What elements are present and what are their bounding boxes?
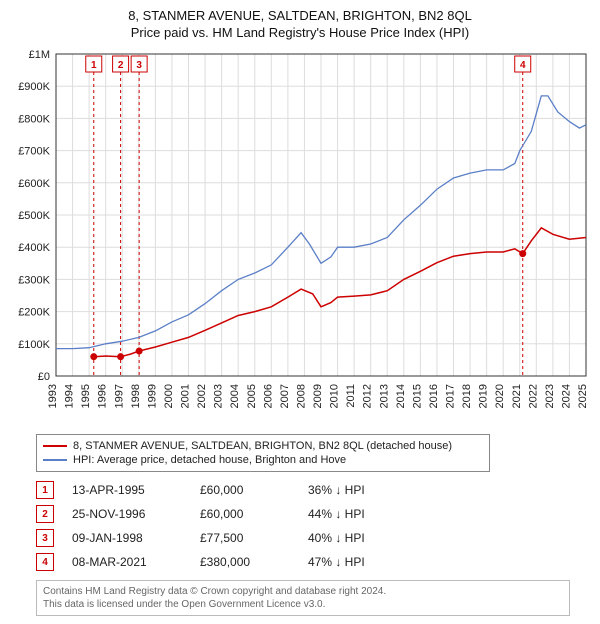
- svg-text:1996: 1996: [97, 384, 109, 408]
- svg-text:2019: 2019: [478, 384, 490, 408]
- events-table: 1 13-APR-1995 £60,000 36% ↓ HPI 2 25-NOV-1996…: [36, 478, 592, 574]
- svg-text:2000: 2000: [163, 384, 175, 408]
- svg-text:4: 4: [520, 60, 526, 71]
- svg-text:1995: 1995: [80, 384, 92, 408]
- event-row: 1 13-APR-1995 £60,000 36% ↓ HPI: [36, 478, 592, 502]
- svg-text:2008: 2008: [295, 384, 307, 408]
- svg-text:2004: 2004: [229, 384, 241, 408]
- event-price: £60,000: [200, 483, 290, 497]
- svg-text:2025: 2025: [577, 384, 589, 408]
- attribution: Contains HM Land Registry data © Crown c…: [36, 580, 570, 616]
- event-badge: 2: [36, 505, 54, 523]
- event-date: 08-MAR-2021: [72, 555, 182, 569]
- svg-text:2003: 2003: [213, 384, 225, 408]
- svg-text:1994: 1994: [64, 384, 76, 408]
- svg-text:2018: 2018: [461, 384, 473, 408]
- svg-text:2014: 2014: [395, 384, 407, 408]
- svg-text:2001: 2001: [180, 384, 192, 408]
- event-date: 25-NOV-1996: [72, 507, 182, 521]
- event-badge: 1: [36, 481, 54, 499]
- attribution-line: Contains HM Land Registry data © Crown c…: [43, 585, 563, 598]
- legend-swatch: [43, 459, 67, 461]
- svg-text:1999: 1999: [146, 384, 158, 408]
- legend-item: 8, STANMER AVENUE, SALTDEAN, BRIGHTON, B…: [43, 439, 483, 453]
- svg-text:2012: 2012: [362, 384, 374, 408]
- svg-text:2006: 2006: [262, 384, 274, 408]
- svg-text:£400K: £400K: [18, 242, 50, 254]
- event-badge: 3: [36, 529, 54, 547]
- event-pct: 44% ↓ HPI: [308, 507, 408, 521]
- svg-text:1998: 1998: [130, 384, 142, 408]
- svg-text:£1M: £1M: [29, 49, 50, 61]
- svg-text:£200K: £200K: [18, 307, 50, 319]
- svg-text:3: 3: [136, 60, 142, 71]
- event-pct: 47% ↓ HPI: [308, 555, 408, 569]
- legend-label: 8, STANMER AVENUE, SALTDEAN, BRIGHTON, B…: [73, 440, 452, 452]
- event-row: 3 09-JAN-1998 £77,500 40% ↓ HPI: [36, 526, 592, 550]
- svg-text:1993: 1993: [47, 384, 59, 408]
- event-price: £77,500: [200, 531, 290, 545]
- event-date: 13-APR-1995: [72, 483, 182, 497]
- svg-text:2021: 2021: [511, 384, 523, 408]
- svg-text:2023: 2023: [544, 384, 556, 408]
- svg-text:2: 2: [118, 60, 124, 71]
- svg-text:2016: 2016: [428, 384, 440, 408]
- svg-text:2010: 2010: [329, 384, 341, 408]
- svg-text:2005: 2005: [246, 384, 258, 408]
- svg-text:1997: 1997: [113, 384, 125, 408]
- svg-text:£100K: £100K: [18, 339, 50, 351]
- svg-text:2015: 2015: [411, 384, 423, 408]
- event-price: £380,000: [200, 555, 290, 569]
- svg-text:1: 1: [91, 60, 97, 71]
- svg-text:2002: 2002: [196, 384, 208, 408]
- svg-text:2013: 2013: [378, 384, 390, 408]
- svg-text:2017: 2017: [445, 384, 457, 408]
- event-row: 2 25-NOV-1996 £60,000 44% ↓ HPI: [36, 502, 592, 526]
- svg-text:£500K: £500K: [18, 210, 50, 222]
- legend: 8, STANMER AVENUE, SALTDEAN, BRIGHTON, B…: [36, 434, 490, 472]
- chart: £0 £100K £200K £300K £400K £500K £600K £700K £80…: [8, 46, 592, 426]
- legend-label: HPI: Average price, detached house, Brig…: [73, 454, 346, 466]
- svg-text:2022: 2022: [527, 384, 539, 408]
- event-badge: 4: [36, 553, 54, 571]
- svg-text:2024: 2024: [560, 384, 572, 408]
- svg-text:£700K: £700K: [18, 146, 50, 158]
- chart-title: 8, STANMER AVENUE, SALTDEAN, BRIGHTON, B…: [8, 8, 592, 23]
- svg-text:2007: 2007: [279, 384, 291, 408]
- svg-text:2009: 2009: [312, 384, 324, 408]
- svg-text:£900K: £900K: [18, 81, 50, 93]
- event-row: 4 08-MAR-2021 £380,000 47% ↓ HPI: [36, 550, 592, 574]
- svg-text:2011: 2011: [345, 384, 357, 408]
- svg-text:£0: £0: [38, 371, 50, 383]
- svg-text:£600K: £600K: [18, 178, 50, 190]
- svg-text:£300K: £300K: [18, 274, 50, 286]
- legend-item: HPI: Average price, detached house, Brig…: [43, 453, 483, 467]
- chart-subtitle: Price paid vs. HM Land Registry's House …: [8, 25, 592, 40]
- event-pct: 36% ↓ HPI: [308, 483, 408, 497]
- event-price: £60,000: [200, 507, 290, 521]
- event-pct: 40% ↓ HPI: [308, 531, 408, 545]
- attribution-line: This data is licensed under the Open Gov…: [43, 598, 563, 611]
- event-date: 09-JAN-1998: [72, 531, 182, 545]
- legend-swatch: [43, 445, 67, 447]
- svg-text:2020: 2020: [494, 384, 506, 408]
- svg-text:£800K: £800K: [18, 113, 50, 125]
